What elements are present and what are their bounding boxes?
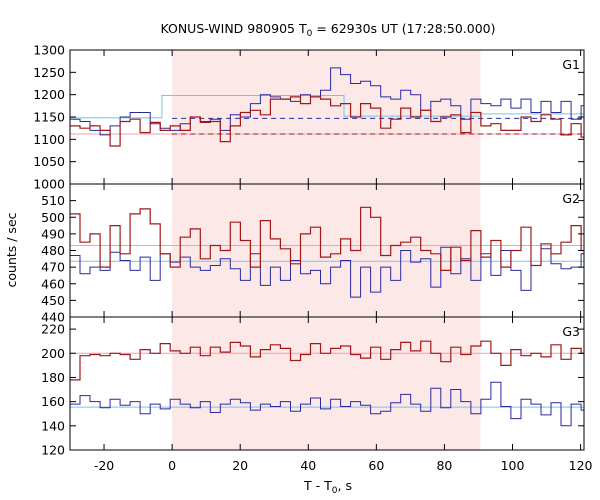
- y-tick-label: 1050: [33, 154, 65, 169]
- frame-layer: [69, 49, 585, 451]
- y-axis-label: counts / sec: [4, 212, 19, 287]
- panel-label: G1: [562, 57, 580, 72]
- y-tick-label: 120: [41, 443, 65, 458]
- y-tick-label: 510: [41, 193, 65, 208]
- y-tick-label: 1100: [33, 132, 65, 147]
- x-tick-label: 80: [436, 458, 452, 473]
- blue-series-line: [70, 381, 584, 427]
- x-tick-label: 0: [168, 458, 176, 473]
- y-tick-label: 440: [41, 310, 65, 325]
- y-tick-label: 480: [41, 243, 65, 258]
- y-tick-label: 200: [41, 346, 65, 361]
- panel-frame: [69, 316, 585, 451]
- y-tick-label: 490: [41, 226, 65, 241]
- y-tick-label: 460: [41, 276, 65, 291]
- y-tick-label: 220: [41, 322, 65, 337]
- x-axis-label: T - T0, s: [303, 478, 352, 496]
- x-tick-label: 120: [569, 458, 593, 473]
- y-tick-label: 1250: [33, 65, 65, 80]
- shaded-interval: [172, 50, 481, 450]
- text-layer: KONUS-WIND 980905 T0 = 62930s UT (17:28:…: [4, 21, 593, 496]
- shaded-interval-layer: [172, 50, 481, 450]
- chart-title: KONUS-WIND 980905 T0 = 62930s UT (17:28:…: [160, 21, 495, 39]
- y-tick-label: 140: [41, 418, 65, 433]
- y-tick-label: 1200: [33, 87, 65, 102]
- y-tick-label: 470: [41, 260, 65, 275]
- y-tick-label: 180: [41, 370, 65, 385]
- red-series-line: [70, 340, 584, 381]
- y-tick-label: 450: [41, 293, 65, 308]
- x-tick-label: -20: [94, 458, 114, 473]
- y-tick-label: 1150: [33, 110, 65, 125]
- panel-label: G3: [562, 324, 580, 339]
- red-series-line: [70, 206, 584, 271]
- x-tick-label: 40: [300, 458, 316, 473]
- y-tick-label: 1000: [33, 177, 65, 192]
- series-layer: [70, 67, 584, 427]
- y-tick-label: 500: [41, 210, 65, 225]
- red-series-line: [70, 96, 584, 147]
- y-tick-label: 1300: [33, 43, 65, 58]
- x-tick-label: 60: [368, 458, 384, 473]
- x-tick-label: 20: [232, 458, 248, 473]
- x-tick-label: 100: [501, 458, 525, 473]
- y-tick-label: 160: [41, 394, 65, 409]
- panel-label: G2: [562, 191, 580, 206]
